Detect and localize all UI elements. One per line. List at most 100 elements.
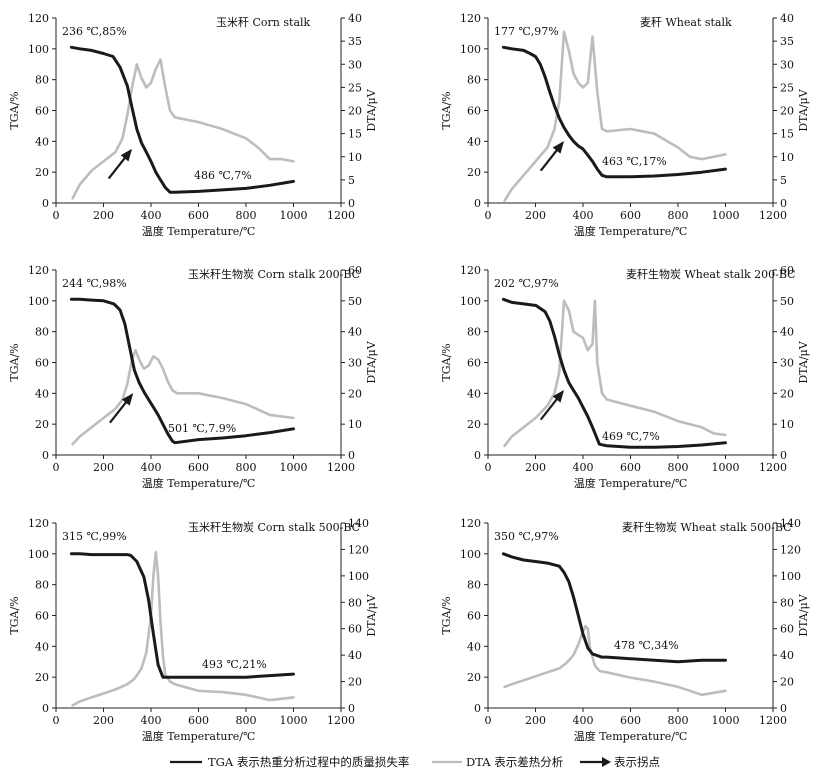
y2-tick-label: 60: [780, 264, 794, 277]
y-tick-label: 20: [467, 671, 481, 684]
y2-tick-label: 40: [348, 326, 362, 339]
inflection-arrow-head: [552, 141, 564, 154]
y2-tick-label: 60: [348, 264, 362, 277]
x-tick-label: 800: [668, 209, 689, 222]
y2-tick-label: 10: [780, 418, 794, 431]
y2-tick-label: 10: [348, 151, 362, 164]
y2-tick-label: 15: [348, 128, 362, 141]
y2-axis-label: DTA/μV: [797, 593, 810, 636]
x-tick-label: 200: [93, 209, 114, 222]
y-tick-label: 20: [467, 166, 481, 179]
chart-panel: 0 200 400 600 800 1000 12000204060801001200204…: [440, 517, 810, 743]
data-annotation: 315 ℃,99%: [62, 530, 127, 543]
y-tick-label: 80: [35, 74, 49, 87]
x-tick-label: 200: [93, 714, 114, 727]
data-annotation: 236 ℃,85%: [62, 25, 127, 38]
x-tick-label: 1200: [759, 461, 787, 474]
y2-tick-label: 80: [348, 596, 362, 609]
data-annotation: 244 ℃,98%: [62, 277, 127, 290]
x-tick-label: 1000: [712, 714, 740, 727]
y-tick-label: 20: [35, 418, 49, 431]
y2-tick-label: 40: [348, 649, 362, 662]
data-annotation: 350 ℃,97%: [494, 530, 559, 543]
data-annotation: 478 ℃,34%: [614, 639, 679, 652]
y-tick-label: 100: [460, 548, 481, 561]
y2-tick-label: 40: [348, 12, 362, 25]
x-tick-label: 600: [188, 209, 209, 222]
y-tick-label: 20: [35, 671, 49, 684]
x-tick-label: 400: [141, 461, 162, 474]
y2-tick-label: 140: [348, 517, 369, 530]
y-tick-label: 0: [42, 197, 49, 210]
y2-tick-label: 40: [780, 649, 794, 662]
y2-tick-label: 60: [780, 623, 794, 636]
y-tick-label: 0: [474, 702, 481, 715]
x-tick-label: 0: [53, 209, 60, 222]
legend: TGA 表示热重分析过程中的质量损失率 DTA 表示差热分析 表示拐点: [170, 755, 660, 769]
y2-tick-label: 0: [348, 449, 355, 462]
legend-dta-label: DTA 表示差热分析: [466, 755, 563, 769]
y2-tick-label: 20: [780, 105, 794, 118]
y-tick-label: 0: [42, 449, 49, 462]
y-tick-label: 0: [474, 197, 481, 210]
x-tick-label: 0: [485, 714, 492, 727]
chart-title: 麦秆 Wheat stalk: [640, 16, 732, 29]
y2-tick-label: 80: [780, 596, 794, 609]
y2-tick-label: 20: [780, 676, 794, 689]
legend-arrow-label: 表示拐点: [614, 755, 660, 769]
x-tick-label: 200: [525, 461, 546, 474]
x-tick-label: 600: [620, 461, 641, 474]
x-tick-label: 1200: [327, 714, 355, 727]
y2-tick-label: 25: [780, 81, 794, 94]
x-tick-label: 200: [525, 714, 546, 727]
x-tick-label: 0: [485, 209, 492, 222]
dta-series-line: [71, 550, 295, 707]
x-tick-label: 600: [188, 461, 209, 474]
y-tick-label: 40: [467, 387, 481, 400]
y2-tick-label: 120: [780, 543, 801, 556]
tga-series-line: [69, 45, 295, 194]
y-tick-label: 80: [35, 579, 49, 592]
y2-tick-label: 100: [780, 570, 801, 583]
x-axis-label: 温度 Temperature/℃: [574, 476, 688, 490]
x-tick-label: 1000: [712, 209, 740, 222]
x-tick-label: 400: [573, 461, 594, 474]
y2-tick-label: 25: [348, 81, 362, 94]
x-axis-label: 温度 Temperature/℃: [142, 476, 256, 490]
y-axis-label: TGA/%: [8, 596, 21, 634]
y-tick-label: 120: [28, 517, 49, 530]
y2-tick-label: 5: [780, 174, 787, 187]
x-tick-label: 400: [573, 714, 594, 727]
y-tick-label: 60: [467, 357, 481, 370]
y2-tick-label: 0: [780, 197, 787, 210]
y-tick-label: 60: [467, 105, 481, 118]
x-axis-label: 温度 Temperature/℃: [142, 224, 256, 238]
y2-tick-label: 35: [780, 35, 794, 48]
chart-panel: 0 200 400 600 800 1000 12000204060801001200510…: [440, 12, 810, 238]
chart-title: 玉米秆 Corn stalk: [216, 16, 311, 29]
y-tick-label: 120: [28, 264, 49, 277]
x-axis-label: 温度 Temperature/℃: [142, 729, 256, 743]
y-tick-label: 40: [35, 387, 49, 400]
y-tick-label: 60: [35, 357, 49, 370]
y2-axis-label: DTA/μV: [797, 340, 810, 383]
tga-series-line: [501, 552, 727, 664]
y2-tick-label: 50: [780, 295, 794, 308]
y2-tick-label: 30: [780, 58, 794, 71]
y-tick-label: 60: [35, 105, 49, 118]
y-tick-label: 100: [460, 43, 481, 56]
x-tick-label: 200: [525, 209, 546, 222]
x-tick-label: 0: [53, 461, 60, 474]
y-axis-label: TGA/%: [440, 343, 453, 381]
y2-tick-label: 60: [348, 623, 362, 636]
x-tick-label: 400: [141, 209, 162, 222]
chart-title: 麦秆生物炭 Wheat stalk 200-BC: [626, 267, 796, 281]
y-tick-label: 100: [28, 548, 49, 561]
y2-tick-label: 100: [348, 570, 369, 583]
x-tick-label: 1200: [327, 209, 355, 222]
data-annotation: 177 ℃,97%: [494, 25, 559, 38]
y2-axis-label: DTA/μV: [365, 340, 378, 383]
inflection-arrow-head: [120, 148, 132, 162]
data-annotation: 469 ℃,7%: [602, 430, 660, 443]
data-annotation: 486 ℃,7%: [194, 169, 252, 182]
